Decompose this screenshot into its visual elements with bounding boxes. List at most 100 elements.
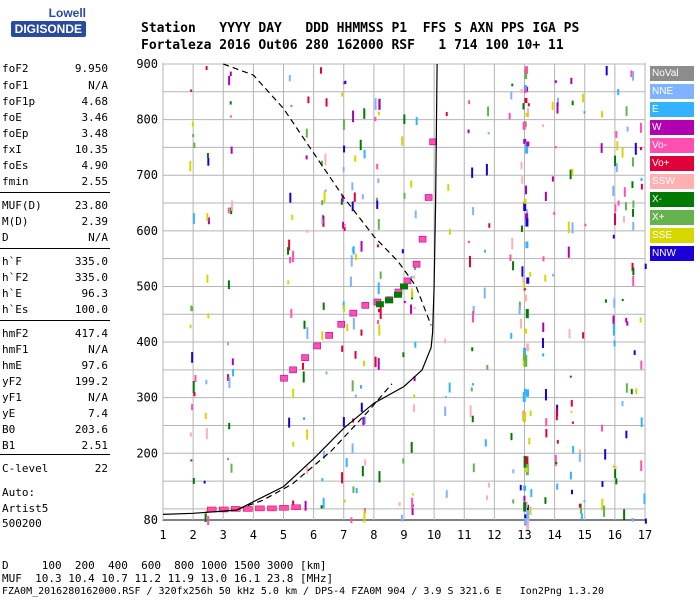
- noise-mark: [321, 200, 324, 206]
- noise-mark: [231, 200, 234, 211]
- noise-mark: [320, 505, 323, 509]
- noise-mark: [488, 223, 491, 228]
- param-row: fxI 10.35: [2, 143, 108, 159]
- noise-mark: [616, 141, 619, 151]
- y-tick-label: 200: [136, 446, 158, 460]
- noise-mark: [401, 249, 404, 254]
- noise-mark: [572, 446, 575, 454]
- noise-mark: [321, 218, 324, 224]
- noise-mark: [639, 122, 642, 133]
- param-name: hmE: [2, 359, 22, 372]
- param-row: yF1 N/A: [2, 391, 108, 407]
- noise-mark: [643, 493, 646, 504]
- noise-mark: [570, 77, 573, 85]
- noise-mark: [363, 360, 366, 367]
- noise-mark: [325, 371, 328, 375]
- noise-mark: [522, 121, 526, 130]
- o-trace-point: [301, 354, 309, 361]
- noise-mark: [584, 223, 587, 227]
- noise-mark: [469, 405, 472, 418]
- noise-mark: [525, 142, 529, 154]
- noise-mark: [288, 417, 291, 428]
- noise-mark: [556, 483, 559, 490]
- noise-mark: [228, 75, 231, 86]
- noise-mark: [570, 410, 573, 413]
- noise-mark: [542, 338, 545, 348]
- noise-mark: [352, 317, 355, 330]
- noise-mark: [578, 449, 581, 454]
- noise-mark: [378, 98, 381, 110]
- noise-mark: [351, 201, 354, 212]
- noise-mark: [523, 411, 527, 423]
- noise-mark: [342, 416, 345, 427]
- noise-mark: [191, 352, 194, 363]
- noise-mark: [403, 192, 406, 199]
- noise-mark: [553, 211, 556, 215]
- noise-mark: [410, 180, 413, 188]
- o-trace-point: [280, 374, 288, 382]
- noise-mark: [487, 106, 490, 117]
- noise-mark: [361, 194, 364, 200]
- noise-mark: [447, 183, 450, 191]
- noise-mark: [518, 306, 521, 315]
- param-row: foEp 3.48: [2, 127, 108, 143]
- noise-mark: [472, 305, 475, 315]
- noise-mark: [617, 89, 620, 96]
- noise-mark: [583, 500, 586, 503]
- noise-mark: [485, 163, 488, 176]
- noise-mark: [193, 142, 196, 149]
- param-value: 335.0: [74, 271, 108, 284]
- noise-mark: [525, 308, 529, 319]
- param-row: h`F 335.0: [2, 255, 108, 271]
- noise-mark: [375, 197, 378, 202]
- noise-mark: [206, 213, 209, 221]
- noise-mark: [205, 428, 208, 440]
- o-trace-point: [361, 302, 370, 309]
- e-trace-point: [255, 505, 265, 512]
- param-row: C-level 22: [2, 462, 108, 478]
- x-tick-label: 1: [159, 528, 166, 542]
- noise-mark: [402, 458, 405, 464]
- noise-mark: [343, 145, 346, 153]
- noise-mark: [525, 241, 529, 249]
- legend-item: NNE: [650, 84, 694, 99]
- param-value: 22: [94, 462, 108, 475]
- noise-mark: [189, 432, 192, 437]
- noise-mark: [470, 387, 473, 392]
- noise-mark: [556, 102, 559, 114]
- param-row: foF1p 4.68: [2, 95, 108, 111]
- logo-line-1: Lowell: [48, 6, 86, 20]
- noise-mark: [631, 181, 634, 188]
- noise-mark: [552, 273, 555, 277]
- footer-file-row: FZA0M_2016280162000.RSF / 320fx256h 50 k…: [2, 586, 605, 597]
- noise-mark: [524, 355, 528, 367]
- noise-mark: [556, 440, 559, 444]
- legend-item: SSE: [650, 228, 694, 243]
- y-tick-label: 800: [136, 113, 158, 127]
- noise-mark: [352, 246, 355, 255]
- noise-mark: [192, 213, 195, 224]
- param-value: 4.90: [81, 159, 109, 172]
- param-name: foEp: [2, 127, 29, 140]
- noise-mark: [622, 216, 625, 223]
- x-tick-label: 4: [250, 528, 257, 542]
- noise-mark: [545, 428, 548, 438]
- noise-mark: [523, 495, 526, 502]
- noise-mark: [227, 457, 230, 461]
- noise-mark: [527, 108, 530, 118]
- noise-mark: [625, 317, 628, 323]
- noise-mark: [288, 75, 291, 82]
- noise-mark: [302, 371, 305, 383]
- noise-mark: [569, 169, 572, 180]
- noise-mark: [580, 503, 583, 514]
- param-value: 3.46: [81, 111, 109, 124]
- noise-mark: [227, 342, 230, 346]
- noise-mark: [487, 132, 490, 135]
- header-labels: Station YYYY DAY DDD HHMMSS P1 FFS S AXN…: [141, 21, 580, 36]
- noise-mark: [468, 255, 471, 268]
- noise-mark: [617, 200, 620, 206]
- param-name: foF1p: [2, 95, 36, 108]
- noise-mark: [542, 124, 545, 128]
- noise-mark: [625, 106, 628, 116]
- noise-mark: [206, 153, 209, 158]
